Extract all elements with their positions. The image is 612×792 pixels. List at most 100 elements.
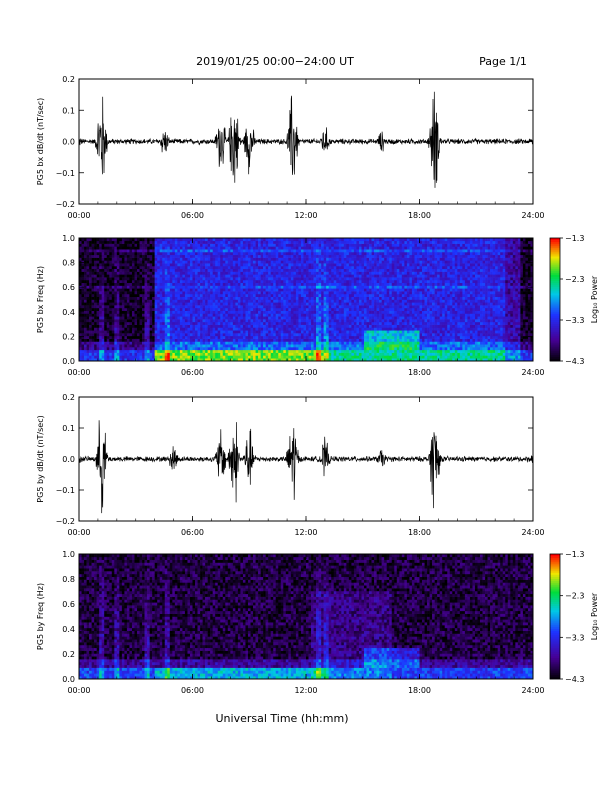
spectrogram-cell — [147, 271, 150, 275]
spectrogram-cell — [101, 251, 105, 256]
spectrogram-cell — [91, 335, 95, 339]
spectrogram-cell — [336, 238, 340, 242]
spectrogram-cell — [179, 319, 183, 323]
spectrogram-cell — [255, 251, 259, 256]
spectrogram-cell — [260, 288, 264, 292]
spectrogram-cell — [129, 263, 133, 267]
spectrogram-cell — [341, 347, 345, 351]
spectrogram-cell — [280, 257, 284, 261]
spectrogram-cell — [247, 324, 251, 328]
spectrogram-cell — [114, 307, 118, 311]
spectrogram-cell — [86, 310, 90, 314]
spectrogram-cell — [111, 358, 115, 362]
spectrogram-cell — [106, 293, 110, 298]
spectrogram-cell — [157, 310, 161, 314]
spectrogram-cell — [346, 268, 350, 272]
spectrogram-cell — [157, 313, 161, 317]
spectrogram-cell — [265, 268, 269, 272]
spectrogram-cell — [149, 319, 153, 323]
spectrogram-cell — [187, 282, 191, 286]
spectrogram-cell — [303, 268, 307, 272]
spectrogram-cell — [227, 321, 231, 325]
spectrogram-cell — [197, 310, 201, 314]
spectrogram-cell — [192, 333, 196, 337]
spectrogram-cell — [96, 341, 100, 345]
spectrogram-cell — [242, 274, 246, 278]
spectrogram-cell — [139, 293, 143, 298]
spectrogram-cell — [285, 313, 289, 317]
spectrogram-cell — [126, 257, 130, 261]
spectrogram-cell — [242, 271, 246, 275]
spectrogram-cell — [250, 293, 254, 298]
spectrogram-cell — [172, 282, 176, 286]
spectrogram-cell — [205, 282, 208, 286]
spectrogram-cell — [232, 240, 236, 244]
spectrogram-cell — [351, 274, 355, 278]
spectrogram-cell — [260, 307, 264, 311]
spectrogram-cell — [348, 321, 352, 325]
spectrogram-cell — [358, 324, 362, 328]
spectrogram-cell — [308, 341, 312, 345]
spectrogram-cell — [235, 291, 239, 295]
spectrogram-cell — [311, 341, 314, 345]
spectrogram-cell — [255, 313, 259, 317]
spectrogram-cell — [184, 240, 188, 244]
spectrogram-cell — [331, 279, 335, 284]
spectrogram-cell — [121, 296, 125, 300]
spectrogram-cell — [114, 327, 118, 331]
spectrogram-cell — [260, 347, 264, 351]
spectrogram-cell — [313, 249, 317, 253]
spectrogram-cell — [177, 285, 181, 289]
spectrogram-cell — [205, 263, 208, 267]
spectrogram-cell — [172, 240, 176, 244]
spectrogram-cell — [101, 355, 105, 359]
spectrogram-cell — [293, 324, 297, 328]
spectrogram-cell — [348, 246, 352, 250]
spectrogram-cell — [318, 347, 322, 351]
spectrogram-cell — [260, 238, 264, 242]
spectrogram-cell — [237, 319, 241, 323]
spectrogram-cell — [164, 347, 168, 351]
spectrogram-cell — [174, 299, 178, 303]
spectrogram-cell — [358, 349, 362, 353]
spectrogram-cell — [131, 291, 135, 295]
spectrogram-cell — [288, 279, 292, 284]
spectrogram-cell — [99, 358, 102, 362]
spectrogram-cell — [343, 299, 347, 303]
spectrogram-cell — [343, 288, 347, 292]
spectrogram-cell — [303, 341, 307, 345]
spectrogram-cell — [356, 335, 360, 339]
spectrogram-cell — [172, 257, 176, 261]
spectrogram-cell — [285, 335, 289, 339]
spectrogram-cell — [253, 324, 256, 328]
spectrogram-cell — [245, 265, 249, 270]
spectrogram-cell — [159, 310, 163, 314]
spectrogram-cell — [328, 313, 332, 317]
spectrogram-cell — [227, 279, 231, 284]
spectrogram-cell — [149, 333, 153, 337]
spectrogram-cell — [288, 330, 292, 334]
spectrogram-cell — [124, 321, 128, 325]
spectrogram-cell — [293, 349, 297, 353]
spectrogram-cell — [215, 319, 219, 323]
spectrogram-cell — [321, 291, 324, 295]
spectrogram-cell — [192, 243, 196, 247]
spectrogram-cell — [124, 335, 128, 339]
spectrogram-cell — [189, 347, 193, 351]
spectrogram-cell — [200, 355, 203, 359]
spectrogram-cell — [313, 251, 317, 256]
spectrogram-cell — [212, 268, 216, 272]
spectrogram-cell — [131, 243, 135, 247]
spectrogram-cell — [189, 321, 193, 325]
spectrogram-cell — [316, 302, 319, 306]
spectrogram-cell — [177, 335, 181, 339]
spectrogram-cell — [91, 338, 95, 342]
spectrogram-cell — [119, 263, 123, 267]
spectrogram-cell — [275, 299, 279, 303]
spectrogram-cell — [353, 279, 357, 284]
spectrogram-cell — [197, 254, 201, 258]
spectrogram-cell — [353, 260, 357, 264]
spectrogram-cell — [280, 291, 284, 295]
spectrogram-cell — [192, 285, 196, 289]
spectrogram-cell — [283, 279, 287, 284]
